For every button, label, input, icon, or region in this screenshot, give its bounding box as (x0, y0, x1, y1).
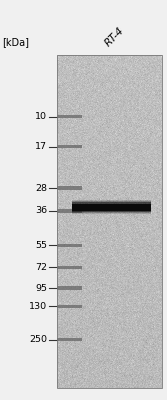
Bar (57, 186, 82, 190)
Bar (72, 201, 151, 213)
Text: RT-4: RT-4 (103, 26, 126, 48)
Bar (57, 266, 82, 269)
Text: 36: 36 (35, 206, 47, 215)
Bar (57, 209, 82, 212)
Bar (57, 244, 82, 247)
Bar (57, 305, 82, 308)
Text: [kDa]: [kDa] (2, 37, 29, 47)
Text: 17: 17 (35, 142, 47, 151)
Bar (57, 55, 162, 388)
Text: 250: 250 (29, 335, 47, 344)
Bar (57, 338, 82, 342)
Text: 72: 72 (35, 263, 47, 272)
Text: 55: 55 (35, 241, 47, 250)
Text: 28: 28 (35, 184, 47, 193)
Bar (57, 145, 82, 148)
Bar (72, 204, 151, 210)
Text: 95: 95 (35, 284, 47, 293)
Bar (72, 200, 151, 214)
Text: 130: 130 (29, 302, 47, 311)
Bar (57, 115, 82, 118)
Text: 10: 10 (35, 112, 47, 121)
Bar (57, 286, 82, 290)
Bar (72, 202, 151, 212)
